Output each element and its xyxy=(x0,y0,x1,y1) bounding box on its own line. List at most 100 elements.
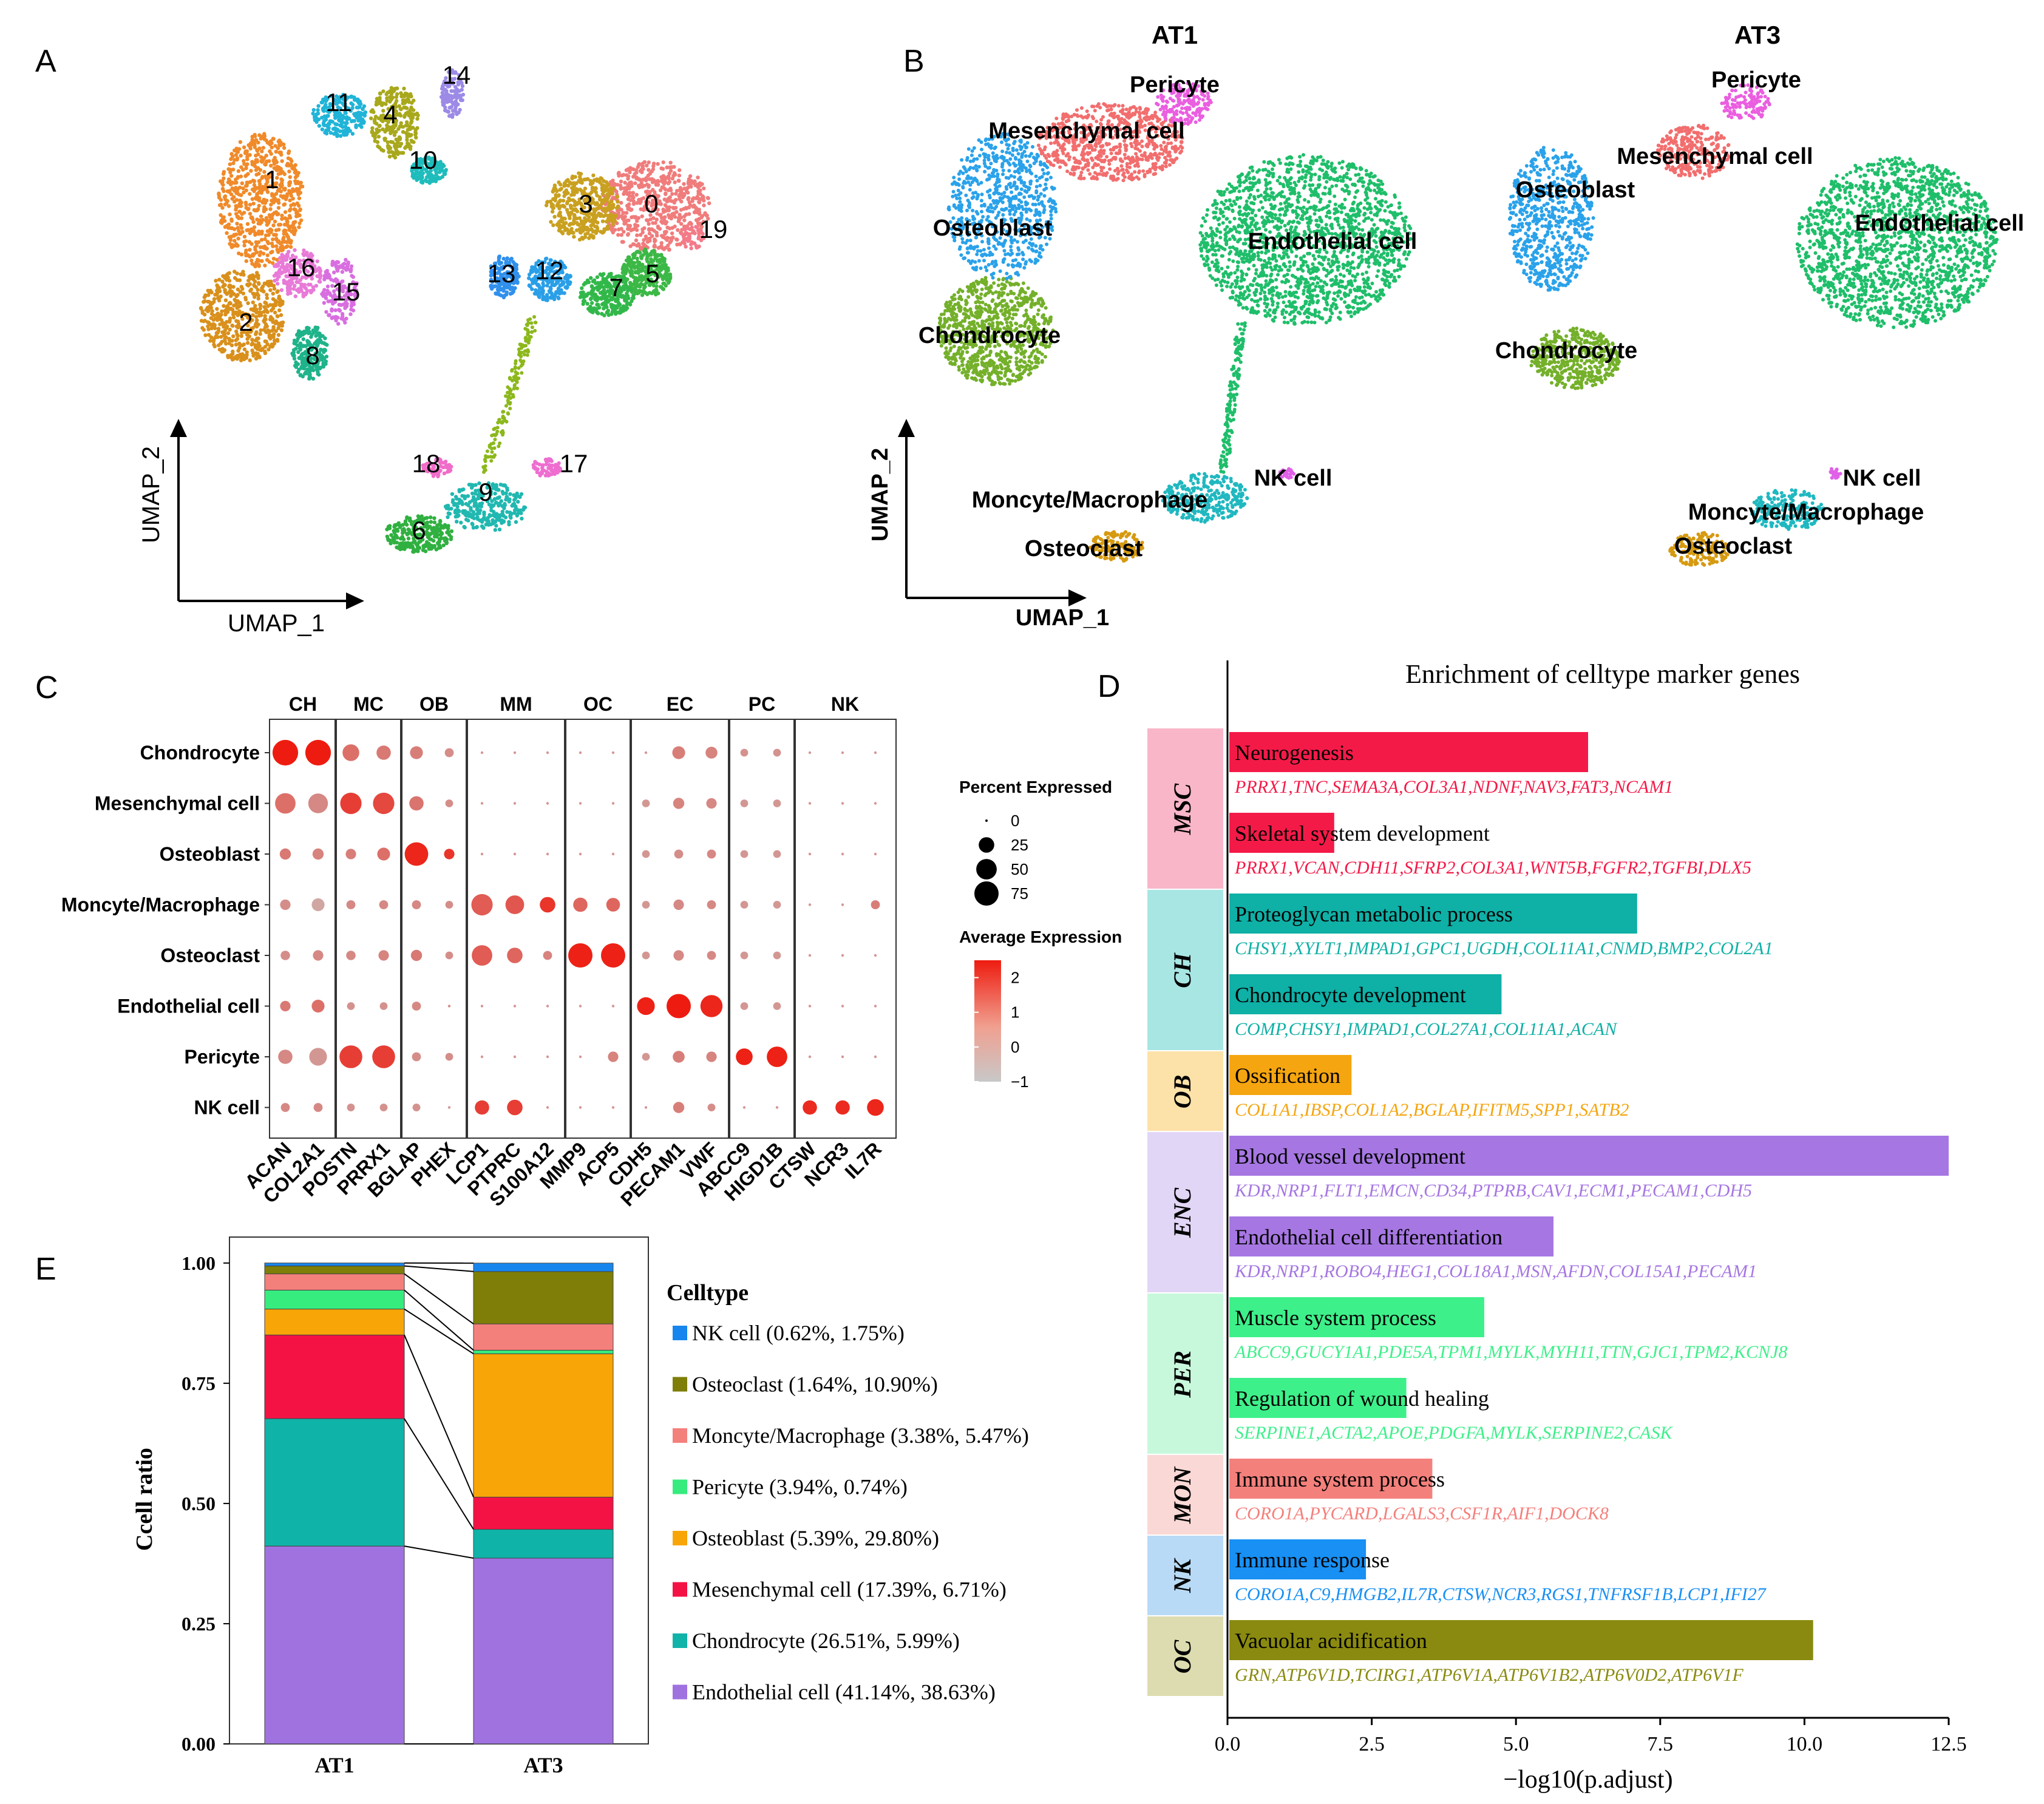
umap-point xyxy=(235,222,239,226)
umap-point xyxy=(280,213,284,218)
umap-point xyxy=(406,123,410,127)
umap-point xyxy=(296,350,300,354)
umap-point xyxy=(699,225,704,229)
umap-point xyxy=(640,161,645,166)
umap-point xyxy=(294,360,298,365)
umap-point xyxy=(673,224,677,229)
umap-point xyxy=(255,148,259,152)
umap-point xyxy=(343,320,347,325)
umap-point xyxy=(293,364,297,368)
umap-point xyxy=(551,206,555,210)
umap-point xyxy=(592,306,596,310)
umap-point xyxy=(286,156,291,160)
umap-point xyxy=(283,216,287,220)
umap-point xyxy=(666,268,670,273)
umap-point xyxy=(237,147,242,151)
umap-point xyxy=(665,225,670,229)
umap-point xyxy=(282,280,287,285)
umap-point xyxy=(268,207,273,211)
umap-point xyxy=(668,272,673,277)
umap-point xyxy=(317,373,321,377)
umap-point xyxy=(629,182,634,186)
umap-point xyxy=(705,213,709,218)
umap-point xyxy=(650,180,655,185)
umap-point xyxy=(263,207,268,211)
umap-point xyxy=(632,242,636,246)
umap-point xyxy=(305,288,310,293)
umap-point xyxy=(257,282,261,286)
umap-point xyxy=(684,206,689,211)
umap-point xyxy=(254,307,259,311)
umap-point xyxy=(296,192,300,197)
umap-point xyxy=(639,274,643,278)
umap-point xyxy=(228,242,232,246)
umap-point xyxy=(363,110,368,115)
umap-point xyxy=(231,188,236,192)
umap-point xyxy=(675,237,679,242)
umap-point xyxy=(532,291,537,296)
umap-point xyxy=(390,95,395,100)
umap-point xyxy=(562,222,566,226)
umap-point xyxy=(552,294,557,299)
umap-point xyxy=(349,264,354,268)
umap-point xyxy=(568,282,572,287)
umap-point xyxy=(202,328,206,332)
umap-point xyxy=(647,160,651,164)
umap-point xyxy=(280,240,285,245)
umap-point xyxy=(246,254,251,258)
umap-point xyxy=(294,214,299,219)
umap-point xyxy=(280,261,285,266)
umap-point xyxy=(512,498,517,502)
umap-point xyxy=(331,260,336,265)
umap-point xyxy=(212,297,217,301)
umap-point xyxy=(450,492,455,497)
umap-point xyxy=(401,101,405,106)
umap-point xyxy=(441,103,446,107)
umap-point xyxy=(324,296,328,300)
umap-point xyxy=(654,206,658,211)
umap-point xyxy=(369,116,373,121)
umap-point xyxy=(635,233,639,237)
umap-point xyxy=(260,185,265,189)
umap-point xyxy=(369,109,373,114)
umap-point xyxy=(297,196,302,200)
umap-point xyxy=(233,239,237,243)
umap-point xyxy=(438,163,442,167)
umap-point xyxy=(338,134,343,138)
umap-point xyxy=(693,205,698,209)
umap-point xyxy=(389,92,394,96)
umap-point xyxy=(202,313,207,317)
umap-point xyxy=(251,220,256,224)
umap-point xyxy=(613,228,617,232)
umap-point xyxy=(634,192,639,197)
umap-point xyxy=(595,202,600,206)
umap-point xyxy=(249,287,254,292)
umap-point xyxy=(410,140,414,144)
umap-point xyxy=(568,203,573,208)
umap-point xyxy=(395,92,399,97)
umap-point xyxy=(432,516,436,520)
umap-point xyxy=(228,300,232,305)
umap-point xyxy=(280,253,284,257)
umap-point xyxy=(635,201,639,205)
umap-point xyxy=(634,238,639,243)
umap-point xyxy=(314,112,319,117)
umap-point xyxy=(615,195,620,199)
umap-point xyxy=(228,318,232,323)
umap-point xyxy=(667,174,671,179)
umap-point xyxy=(285,161,290,166)
umap-point xyxy=(404,523,409,527)
umap-point xyxy=(552,214,557,219)
umap-point xyxy=(265,342,270,347)
umap-point xyxy=(682,241,687,246)
umap-point xyxy=(637,242,641,246)
umap-point xyxy=(329,119,333,123)
umap-point xyxy=(330,316,334,320)
umap-point xyxy=(278,256,282,260)
umap-point xyxy=(272,232,276,237)
umap-point xyxy=(273,211,277,215)
umap-point xyxy=(647,222,651,226)
umap-point xyxy=(606,207,611,211)
umap-point xyxy=(656,194,660,198)
